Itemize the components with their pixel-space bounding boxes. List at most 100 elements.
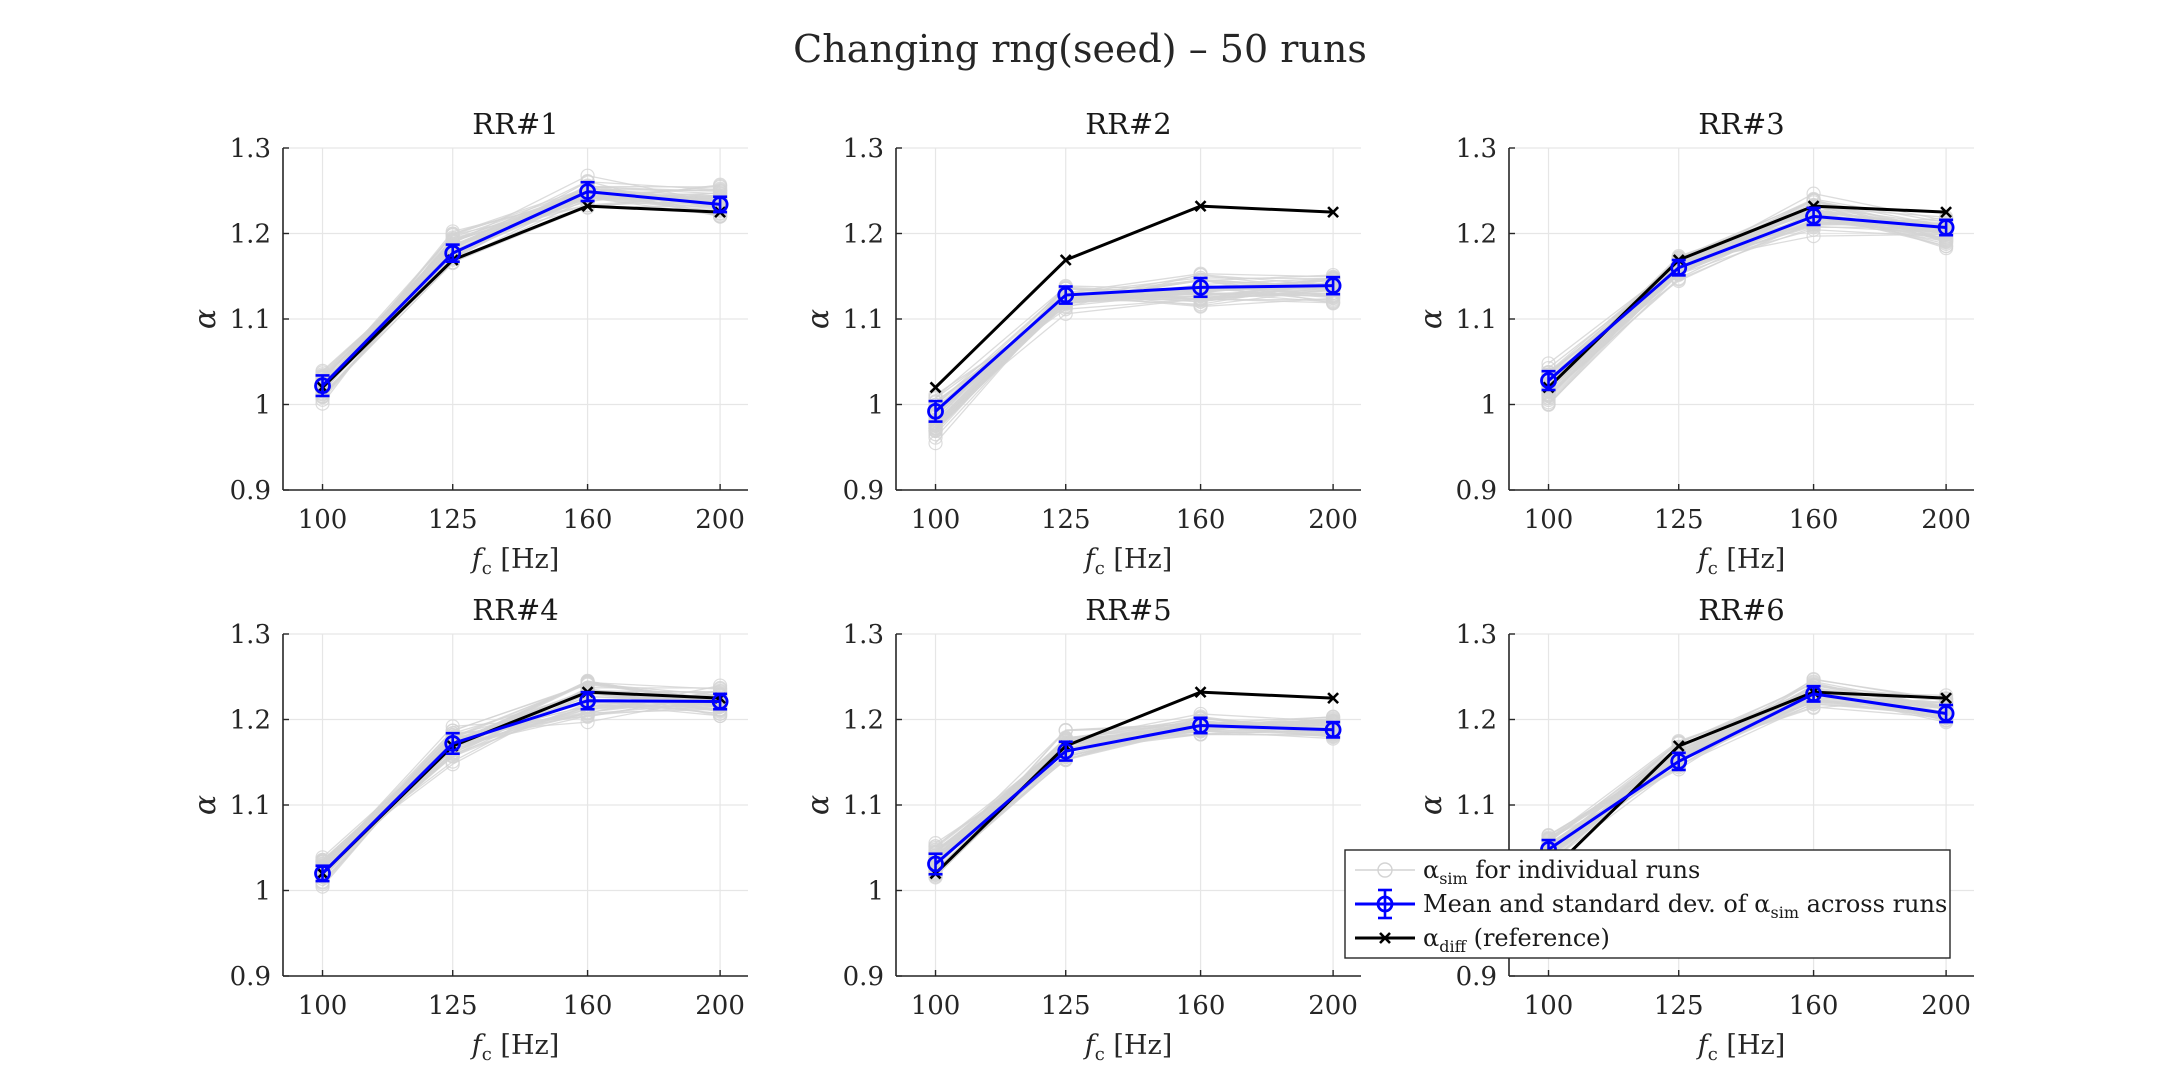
x-axis-label: fc [Hz] (1696, 544, 1786, 579)
y-axis-label: α (188, 309, 223, 329)
individual-run-line (935, 724, 1334, 851)
mean-marker (711, 693, 729, 710)
y-tick-label: 1.1 (843, 791, 884, 821)
y-tick-label: 1 (254, 391, 271, 421)
x-tick-label: 100 (911, 991, 961, 1021)
individual-run-line (935, 284, 1334, 403)
y-tick-label: 0.9 (230, 476, 271, 506)
y-tick-label: 1.3 (1456, 134, 1497, 164)
y-tick-label: 1.2 (1456, 706, 1497, 736)
reference-marker (1059, 254, 1072, 266)
y-axis-label: α (801, 795, 836, 815)
mean-line (934, 723, 1334, 866)
individual-run-line (1548, 229, 1947, 380)
y-tick-label: 0.9 (230, 962, 271, 992)
individual-run-marker (928, 423, 943, 438)
x-axis-label: fc [Hz] (1083, 1030, 1173, 1065)
individual-run-line (322, 705, 721, 882)
individual-run-line (935, 725, 1334, 849)
individual-run-marker (445, 757, 460, 772)
mean-marker (1540, 372, 1557, 389)
individual-run-line (935, 277, 1334, 435)
x-tick-label: 200 (1308, 505, 1358, 535)
x-tick-label: 200 (1308, 991, 1358, 1021)
legend-label: αsim for individual runs (1423, 856, 1700, 888)
legend-swatch-marker (1379, 932, 1391, 944)
mean-marker (927, 402, 944, 420)
y-tick-label: 1.3 (230, 134, 271, 164)
x-axis-label: fc [Hz] (1083, 544, 1173, 579)
x-tick-label: 160 (1789, 505, 1839, 535)
y-tick-label: 0.9 (843, 476, 884, 506)
subplot-rr5: 0.9 1 1.1 1.2 1.3 100 125 160 200 RR#5 fc [Hz] α (801, 593, 1361, 1065)
mean-marker (1057, 286, 1075, 304)
mean-marker (579, 692, 596, 710)
subplot-title: RR#3 (1698, 107, 1784, 141)
y-axis-label: α (1414, 309, 1449, 329)
individual-run-marker (712, 181, 728, 196)
individual-run-line (935, 723, 1334, 866)
individual-run-line (935, 728, 1334, 864)
mean-marker (1670, 259, 1688, 277)
y-tick-label: 1.3 (843, 134, 884, 164)
reference-line (1547, 690, 1947, 875)
individual-run-marker (928, 430, 943, 445)
individual-run-line (1548, 687, 1947, 848)
individual-run-line (935, 729, 1334, 862)
x-tick-label: 125 (428, 991, 478, 1021)
reference-marker (1940, 206, 1953, 219)
y-tick-label: 1.3 (843, 620, 884, 650)
y-tick-label: 1.2 (230, 706, 271, 736)
individual-run-line (1548, 685, 1947, 859)
individual-run-marker (1541, 395, 1556, 410)
individual-run-line (935, 289, 1334, 402)
individual-run-line (1548, 225, 1947, 403)
individual-run-line (1548, 682, 1947, 850)
individual-run-marker (1541, 390, 1556, 405)
y-tick-label: 1.1 (230, 305, 271, 335)
x-tick-label: 200 (1921, 505, 1971, 535)
y-tick-label: 0.9 (1456, 962, 1497, 992)
reference-marker (581, 200, 594, 213)
y-tick-label: 1.2 (843, 220, 884, 250)
individual-run-line (935, 725, 1334, 847)
reference-marker (1327, 692, 1340, 705)
reference-marker (1940, 692, 1953, 705)
individual-run-line (935, 730, 1334, 858)
subplot-rr3: 0.9 1 1.1 1.2 1.3 100 125 160 200 RR#3 fc [Hz] α (1414, 107, 1974, 579)
individual-run-marker (1325, 296, 1341, 311)
individual-run-line (935, 733, 1334, 857)
mean-line (1547, 692, 1947, 851)
y-tick-label: 1.2 (230, 220, 271, 250)
legend-label: Mean and standard dev. of αsim across ru… (1423, 890, 1947, 922)
reference-marker (1194, 200, 1207, 213)
y-tick-label: 1.1 (1456, 791, 1497, 821)
subplot-title: RR#4 (472, 593, 558, 627)
individual-run-line (322, 689, 721, 870)
individual-run-line (322, 188, 721, 388)
individual-run-line (935, 717, 1334, 858)
individual-run-line (935, 721, 1334, 875)
x-tick-label: 160 (1789, 991, 1839, 1021)
y-axis-label: α (801, 309, 836, 329)
individual-run-line (1548, 226, 1947, 380)
individual-run-line (322, 187, 721, 391)
y-tick-label: 1.1 (1456, 305, 1497, 335)
mean-marker (1057, 742, 1075, 760)
mean-marker (444, 244, 462, 262)
mean-marker (314, 377, 331, 395)
individual-run-line (935, 282, 1334, 415)
y-tick-label: 1.3 (230, 620, 271, 650)
individual-run-line (935, 293, 1334, 413)
x-tick-label: 160 (563, 505, 613, 535)
individual-run-line (1548, 700, 1947, 847)
legend-item-mean: Mean and standard dev. of αsim across ru… (1355, 888, 1947, 922)
figure-title: Changing rng(seed) – 50 runs (793, 27, 1367, 71)
x-tick-label: 125 (1041, 505, 1091, 535)
individual-run-line (322, 705, 721, 874)
individual-run-line (935, 285, 1334, 438)
x-tick-label: 200 (695, 991, 745, 1021)
x-tick-label: 125 (1041, 991, 1091, 1021)
individual-run-line (935, 724, 1334, 864)
